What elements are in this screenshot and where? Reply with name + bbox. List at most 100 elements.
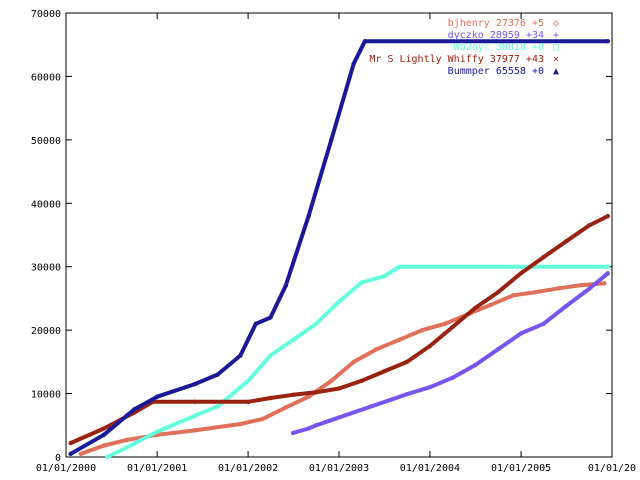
data-point [154, 429, 160, 434]
data-point [313, 321, 319, 326]
data-point [362, 38, 368, 44]
legend-entry-label: dyczko 28959 +34 [448, 30, 544, 41]
data-point [563, 239, 569, 244]
data-point [283, 283, 288, 288]
x-tick-label: 01/01/2001 [127, 463, 187, 474]
axis-layer: 0 10000 20000 30000 40000 50000 60000 70000 01/0… [31, 9, 636, 474]
data-point [283, 405, 288, 410]
data-point [192, 381, 197, 387]
x-tick-label: 01/01/2004 [400, 463, 460, 474]
data-point [306, 213, 311, 219]
data-point [556, 286, 561, 291]
series-2 [290, 271, 610, 436]
x-tick-label: 01/01/2000 [36, 463, 96, 474]
data-point [192, 413, 197, 418]
legend-entry-label: Mr S Lightly Whiffy 37977 +43 [369, 54, 544, 65]
y-tick-label: 70000 [31, 9, 61, 20]
series-line [105, 264, 610, 459]
data-point [215, 372, 220, 377]
data-point [518, 331, 524, 336]
data-point [351, 359, 356, 365]
data-point [245, 378, 251, 384]
series-line [68, 214, 610, 445]
data-point [427, 385, 433, 390]
data-point [381, 274, 387, 279]
data-point [238, 421, 243, 427]
data-point [290, 392, 296, 398]
data-point [442, 321, 448, 326]
data-point [518, 270, 524, 276]
data-point [586, 286, 592, 292]
x-tick-label: 01/01/2002 [218, 463, 278, 474]
legend-marker-icon: × [553, 54, 559, 65]
y-tick-label: 60000 [31, 72, 61, 83]
data-point [101, 443, 107, 448]
legend-entry-label: bjhenry 27376 +5 [448, 18, 544, 29]
data-point [533, 289, 538, 295]
series-4 [68, 213, 610, 446]
legend-marker-icon: + [553, 30, 559, 41]
data-point [541, 321, 546, 326]
series-layer [68, 38, 610, 460]
data-point [404, 392, 410, 397]
legend: bjhenry 27376 +5 ◇ dyczko 28959 +34 + Wb2oyc… [369, 18, 559, 77]
legend-marker-icon: ▲ [553, 66, 559, 77]
data-point [68, 440, 73, 446]
data-point [488, 302, 493, 307]
data-point [336, 386, 342, 391]
y-tick-label: 20000 [31, 326, 61, 337]
data-point [563, 303, 569, 309]
y-tick-label: 30000 [31, 263, 61, 274]
legend-marker-icon: ◇ [553, 18, 559, 29]
series-5 [68, 38, 610, 457]
data-point [215, 404, 220, 409]
data-point [511, 293, 516, 298]
data-point [68, 451, 73, 457]
data-point [495, 346, 501, 352]
data-point [192, 428, 197, 433]
data-point [336, 299, 342, 304]
x-tick-label: 01/01/2005 [491, 463, 551, 474]
data-point [154, 394, 160, 399]
series-3 [105, 264, 610, 460]
data-point [450, 324, 455, 330]
data-point [238, 353, 243, 358]
data-point [268, 315, 273, 320]
legend-marker-icon: □ [553, 42, 559, 53]
y-tick-label: 0 [55, 453, 61, 464]
data-point [473, 305, 478, 311]
data-point [605, 38, 610, 44]
data-point [253, 321, 259, 326]
data-point [586, 223, 592, 228]
data-point [579, 282, 584, 288]
x-tick-label: 01/01/20 [588, 463, 636, 474]
series-line [78, 281, 607, 456]
data-point [473, 362, 478, 368]
data-point [290, 430, 296, 436]
data-point [381, 369, 387, 374]
data-point [105, 454, 110, 460]
data-point [329, 137, 334, 143]
data-point [306, 426, 311, 431]
series-line [68, 39, 610, 456]
data-point [374, 346, 379, 352]
data-point [192, 399, 197, 405]
data-point [397, 337, 402, 342]
x-tick-label: 01/01/2003 [309, 463, 369, 474]
data-point [245, 399, 251, 405]
series-line [291, 271, 610, 435]
y-tick-label: 50000 [31, 136, 61, 147]
data-point [313, 423, 319, 428]
data-point [268, 353, 273, 358]
legend-entry-label: Bummper 65558 +0 [448, 66, 544, 77]
data-point [605, 213, 610, 219]
legend-entry-label: Wb2oyc 30818 +0 [454, 42, 544, 53]
data-point [359, 378, 364, 384]
data-point [541, 255, 546, 260]
data-point [359, 280, 364, 285]
y-tick-label: 10000 [31, 390, 61, 401]
data-point [427, 343, 433, 349]
data-point [124, 437, 129, 443]
data-point [419, 327, 425, 333]
